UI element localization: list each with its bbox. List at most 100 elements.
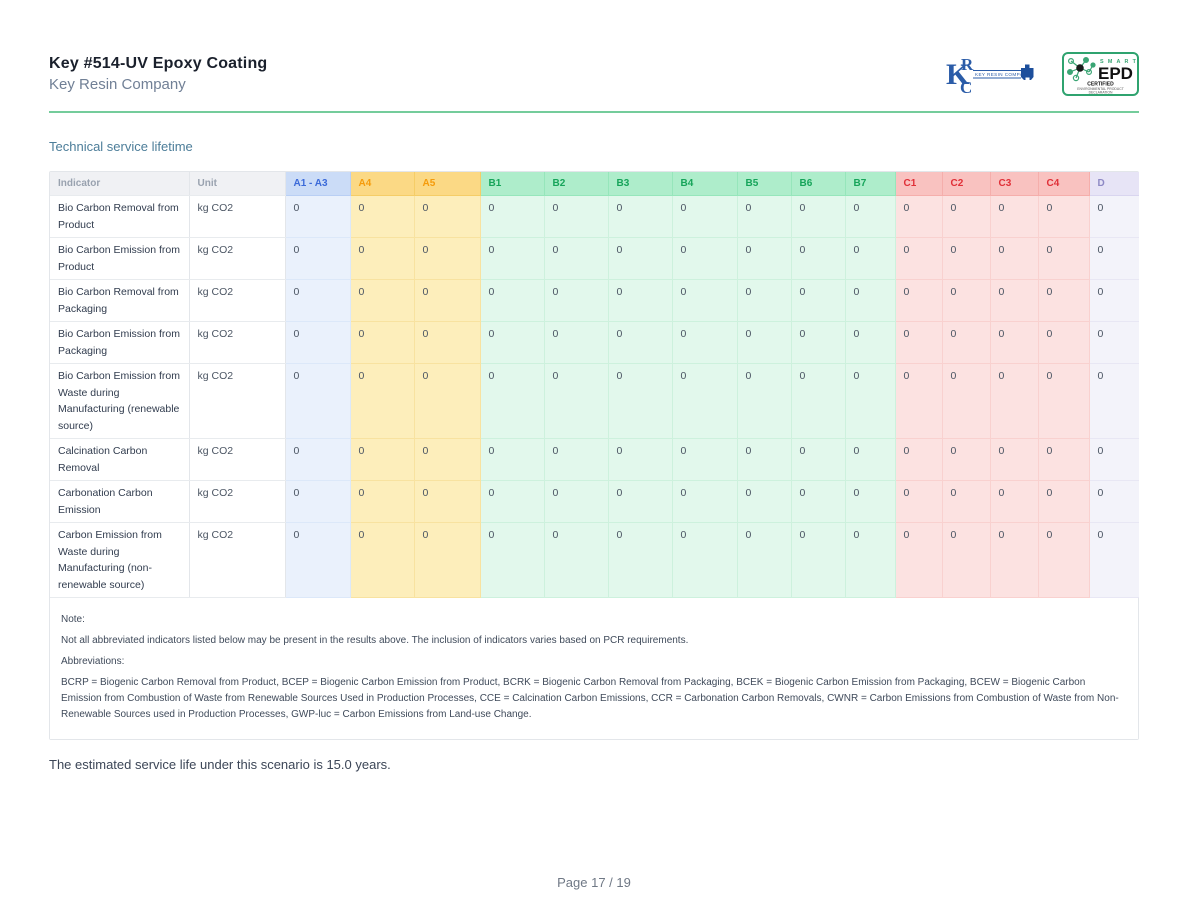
epd-declaration-text: DECLARATION xyxy=(1089,91,1113,95)
value-cell-a1a3: 0 xyxy=(285,480,351,523)
title-block: Key #514-UV Epoxy Coating Key Resin Comp… xyxy=(49,55,267,93)
value-cell-b2: 0 xyxy=(544,363,609,439)
value-cell-b5: 0 xyxy=(737,480,792,523)
value-cell-b7: 0 xyxy=(845,522,896,598)
value-cell-b2: 0 xyxy=(544,480,609,523)
column-header-b4: B4 xyxy=(672,172,738,196)
value-cell-c3: 0 xyxy=(990,237,1039,280)
epd-molecule-icon xyxy=(1066,56,1096,82)
value-cell-b4: 0 xyxy=(672,522,738,598)
header-divider xyxy=(49,111,1139,113)
header-row: Indicator Unit A1 - A3 A4 A5 B1 B2 B3 B4 B5 B6 B7 C1… xyxy=(50,172,1139,196)
value-cell-b3: 0 xyxy=(608,480,673,523)
value-cell-d: 0 xyxy=(1089,321,1139,364)
value-cell-b1: 0 xyxy=(480,237,545,280)
value-cell-a1a3: 0 xyxy=(285,237,351,280)
value-cell-c1: 0 xyxy=(895,363,943,439)
estimate-text: The estimated service life under this sc… xyxy=(49,757,391,772)
epd-epd-text: EPD xyxy=(1098,64,1133,83)
value-cell-a4: 0 xyxy=(350,522,415,598)
value-cell-c3: 0 xyxy=(990,522,1039,598)
page-title: Key #514-UV Epoxy Coating xyxy=(49,55,268,72)
indicator-cell: Carbon Emission from Waste during Manufa… xyxy=(50,522,190,598)
value-cell-c3: 0 xyxy=(990,279,1039,322)
value-cell-b5: 0 xyxy=(737,195,792,238)
value-cell-a4: 0 xyxy=(350,480,415,523)
value-cell-b6: 0 xyxy=(791,321,846,364)
value-cell-c4: 0 xyxy=(1038,237,1090,280)
epd-smart-text: S M A R T xyxy=(1100,59,1137,65)
value-cell-c3: 0 xyxy=(990,195,1039,238)
value-cell-c1: 0 xyxy=(895,279,943,322)
page-subtitle: Key Resin Company xyxy=(49,76,186,93)
value-cell-c4: 0 xyxy=(1038,195,1090,238)
unit-cell: kg CO2 xyxy=(189,480,286,523)
indicator-cell: Carbonation Carbon Emission xyxy=(50,480,190,523)
column-header-c3: C3 xyxy=(990,172,1039,196)
key-head-icon xyxy=(1021,64,1034,80)
value-cell-c4: 0 xyxy=(1038,363,1090,439)
value-cell-b7: 0 xyxy=(845,237,896,280)
value-cell-b6: 0 xyxy=(791,480,846,523)
unit-cell: kg CO2 xyxy=(189,438,286,481)
column-header-b7: B7 xyxy=(845,172,896,196)
value-cell-c3: 0 xyxy=(990,480,1039,523)
value-cell-a5: 0 xyxy=(414,480,481,523)
table-row: Bio Carbon Emission from Packaging kg CO2… xyxy=(50,321,1139,364)
column-header-a5: A5 xyxy=(414,172,481,196)
value-cell-c4: 0 xyxy=(1038,438,1090,481)
value-cell-c4: 0 xyxy=(1038,480,1090,523)
table-row: Calcination Carbon Removal kg CO2 0 0 0 0 0 0 0 0… xyxy=(50,438,1139,481)
value-cell-d: 0 xyxy=(1089,195,1139,238)
value-cell-c3: 0 xyxy=(990,438,1039,481)
results-table: Indicator Unit A1 - A3 A4 A5 B1 B2 B3 B4 B5 B6 B7 C1… xyxy=(50,172,1139,598)
value-cell-b5: 0 xyxy=(737,363,792,439)
value-cell-c1: 0 xyxy=(895,195,943,238)
value-cell-a4: 0 xyxy=(350,321,415,364)
value-cell-b3: 0 xyxy=(608,363,673,439)
value-cell-b2: 0 xyxy=(544,438,609,481)
value-cell-a5: 0 xyxy=(414,237,481,280)
column-header-b5: B5 xyxy=(737,172,792,196)
value-cell-d: 0 xyxy=(1089,438,1139,481)
krc-letter-c: C xyxy=(960,78,972,95)
value-cell-b6: 0 xyxy=(791,279,846,322)
value-cell-b5: 0 xyxy=(737,279,792,322)
indicator-cell: Calcination Carbon Removal xyxy=(50,438,190,481)
value-cell-d: 0 xyxy=(1089,522,1139,598)
value-cell-b6: 0 xyxy=(791,195,846,238)
value-cell-c2: 0 xyxy=(942,438,991,481)
value-cell-b3: 0 xyxy=(608,237,673,280)
table-row: Bio Carbon Emission from Product kg CO2 0 0… xyxy=(50,237,1139,280)
smart-epd-badge: S M A R T EPD CERTIFIED ENVIRONMENTAL PR… xyxy=(1062,52,1139,96)
value-cell-a1a3: 0 xyxy=(285,522,351,598)
value-cell-b4: 0 xyxy=(672,480,738,523)
value-cell-a4: 0 xyxy=(350,195,415,238)
table-row: Carbon Emission from Waste during Manufa… xyxy=(50,522,1139,598)
value-cell-b4: 0 xyxy=(672,438,738,481)
unit-cell: kg CO2 xyxy=(189,237,286,280)
value-cell-a4: 0 xyxy=(350,438,415,481)
indicator-cell: Bio Carbon Emission from Waste during Ma… xyxy=(50,363,190,439)
table-row: Carbonation Carbon Emission kg CO2 0 0 0 0 0 0 0… xyxy=(50,480,1139,523)
page-footer: Page 17 / 19 xyxy=(557,875,631,890)
note-block: Note: Not all abbreviated indicators lis… xyxy=(50,598,1138,739)
value-cell-c1: 0 xyxy=(895,237,943,280)
column-header-c1: C1 xyxy=(895,172,943,196)
note-text: Not all abbreviated indicators listed be… xyxy=(61,635,689,646)
epd-certified-text: CERTIFIED xyxy=(1087,82,1114,88)
value-cell-b2: 0 xyxy=(544,321,609,364)
value-cell-b1: 0 xyxy=(480,522,545,598)
value-cell-b5: 0 xyxy=(737,438,792,481)
column-header-b1: B1 xyxy=(480,172,545,196)
value-cell-a5: 0 xyxy=(414,279,481,322)
value-cell-d: 0 xyxy=(1089,363,1139,439)
value-cell-b1: 0 xyxy=(480,279,545,322)
value-cell-a1a3: 0 xyxy=(285,363,351,439)
value-cell-b4: 0 xyxy=(672,195,738,238)
value-cell-b5: 0 xyxy=(737,522,792,598)
value-cell-c3: 0 xyxy=(990,363,1039,439)
value-cell-c4: 0 xyxy=(1038,321,1090,364)
abbreviations-text: BCRP = Biogenic Carbon Removal from Prod… xyxy=(61,677,1119,720)
indicator-cell: Bio Carbon Emission from Product xyxy=(50,237,190,280)
